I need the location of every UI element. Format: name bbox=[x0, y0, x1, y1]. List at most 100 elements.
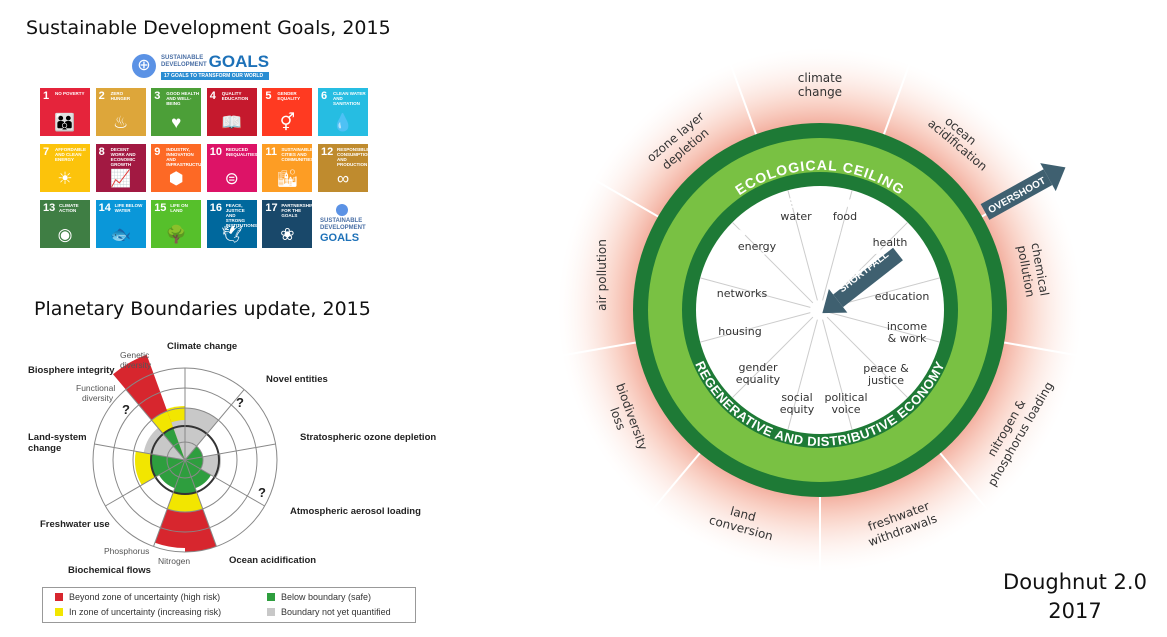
ocean-acidification-wedge bbox=[185, 460, 211, 489]
foundation-divider bbox=[731, 221, 814, 304]
pb-labels: Climate change Novel entities Stratospheri… bbox=[28, 341, 436, 576]
sun-icon: ☀ bbox=[57, 169, 73, 188]
foundation-label: political bbox=[824, 391, 867, 404]
social-foundation-ring bbox=[682, 172, 958, 448]
dove-icon: 🕊 bbox=[221, 225, 243, 244]
sdg-tile-number: 15 bbox=[154, 202, 167, 214]
sdg-tile-number: 11 bbox=[265, 146, 278, 158]
sdg-tile-label: SUSTAINABLE CITIES AND COMMUNITIES bbox=[281, 147, 313, 162]
sdg-tile-4: 4 QUALITY EDUCATION 📖 bbox=[206, 88, 257, 136]
shortfall-label: SHORTFALL bbox=[837, 249, 891, 295]
sdg-tile-label: LIFE BELOW WATER bbox=[114, 203, 143, 213]
book-icon: 📖 bbox=[221, 113, 243, 132]
equals-icon: ⊜ bbox=[224, 169, 239, 188]
sdg-tile-number: 5 bbox=[265, 90, 272, 102]
sdg-header-text: SUSTAINABLE DEVELOPMENT GOALS 17 GOALS T… bbox=[161, 52, 270, 80]
pb-label-landsystem-1: Land-system bbox=[28, 432, 87, 443]
genetic-diversity-wedge-green bbox=[163, 428, 185, 460]
sdg-tile-7: 7 AFFORDABLE AND CLEAN ENERGY ☀ bbox=[40, 144, 90, 192]
overshoot-label: OVERSHOOT bbox=[987, 176, 1048, 217]
sdg-tile-9: 9 INDUSTRY, INNOVATION AND INFRASTRUCTURE… bbox=[151, 144, 202, 192]
sdg-tile-17: 17PARTNERSHIPS FOR THE GOALS ❀ bbox=[262, 200, 313, 248]
sdg-tile-13: 13 CLIMATE ACTION ◉ bbox=[40, 200, 90, 248]
novel-entities-wedge bbox=[185, 408, 219, 460]
foundation-divider bbox=[822, 190, 853, 301]
legend-grey-swatch bbox=[267, 608, 275, 616]
uncertain-question-mark: ? bbox=[236, 395, 244, 410]
sdg-tile-14: 14 LIFE BELOW WATER 🐟 bbox=[95, 200, 146, 248]
pb-label-biochem: Biochemical flows bbox=[68, 565, 151, 576]
legend-yellow-item: In zone of uncertainty (increasing risk) bbox=[55, 607, 221, 617]
pb-label-functional-1: Functional bbox=[76, 383, 115, 393]
ceiling-label: biodiversity bbox=[613, 381, 650, 452]
pb-spoke bbox=[184, 459, 217, 547]
regenerative-economy-label: REGENERATIVE AND DISTRIBUTIVE ECONOMY bbox=[692, 359, 947, 449]
sdg-tile-label: NO POVERTY bbox=[55, 91, 85, 96]
doughnut-caption-line2: 2017 bbox=[1048, 599, 1102, 623]
pb-label-aerosol: Atmospheric aerosol loading bbox=[290, 506, 421, 517]
sdg-tile-number: 3 bbox=[154, 90, 161, 102]
sdg-tile-6: 6 CLEAN WATER AND SANITATION 💧 bbox=[318, 88, 368, 136]
pb-wedges bbox=[113, 354, 221, 552]
foundation-label: social bbox=[781, 391, 812, 404]
foundation-divider bbox=[826, 316, 909, 399]
ceiling-label: freshwater bbox=[866, 499, 931, 534]
biosphere-wedge-grey bbox=[171, 420, 185, 460]
overshoot-arrow: OVERSHOOT bbox=[980, 163, 1066, 220]
ceiling-label: climate bbox=[798, 71, 842, 85]
tree-icon: 🌳 bbox=[165, 225, 187, 244]
sdg-tile-label: PARTNERSHIPS FOR THE GOALS bbox=[281, 203, 313, 218]
sdg-tile-2: 2 ZERO HUNGER ♨ bbox=[95, 88, 146, 136]
sdg-tile-number: 7 bbox=[43, 146, 50, 158]
pb-label-climate: Climate change bbox=[167, 341, 237, 352]
sdg-header: ⊕ SUSTAINABLE DEVELOPMENT GOALS 17 GOALS… bbox=[132, 52, 270, 80]
pb-spoke bbox=[184, 443, 276, 461]
foundation-divider bbox=[829, 277, 940, 308]
ceiling-divider bbox=[1003, 341, 1079, 357]
pb-label-phosphorus: Phosphorus bbox=[104, 546, 149, 556]
pb-label-novel: Novel entities bbox=[266, 374, 328, 385]
sdg-tile-number: 16 bbox=[209, 202, 223, 214]
un-globe-icon: ⊕ bbox=[132, 54, 156, 78]
sdg-tile-8: 8 DECENT WORK AND ECONOMIC GROWTH 📈 bbox=[95, 144, 146, 192]
ceiling-label: chemical bbox=[1028, 242, 1051, 298]
flower-icon: ❀ bbox=[280, 225, 295, 244]
sdg-title: Sustainable Development Goals, 2015 bbox=[26, 17, 391, 39]
ceiling-label: conversion bbox=[708, 513, 775, 543]
foundation-label: housing bbox=[718, 325, 761, 338]
sdg-tile-number: 8 bbox=[98, 146, 105, 158]
uncertain-question-mark: ? bbox=[258, 485, 266, 500]
ceiling-label: loss bbox=[607, 405, 628, 432]
foundation-label: gender bbox=[739, 361, 778, 374]
pb-spoke bbox=[125, 389, 186, 461]
foundation-dividers bbox=[700, 190, 940, 430]
foundation-divider bbox=[822, 319, 853, 430]
sdg-tile-label: CLEAN WATER AND SANITATION bbox=[333, 91, 366, 106]
pb-spoke bbox=[184, 389, 245, 461]
pb-legend: Beyond zone of uncertainty (high risk) I… bbox=[42, 587, 416, 623]
overshoot-glow bbox=[558, 48, 1082, 572]
ceiling-label: land bbox=[729, 504, 758, 524]
un-emblem-icon bbox=[336, 204, 348, 216]
sdg-tile-number: 4 bbox=[209, 90, 216, 102]
ceiling-label: ocean bbox=[942, 114, 979, 148]
foundation-label: income bbox=[887, 320, 928, 333]
sdg-tile-label: REDUCED INEQUALITIES bbox=[225, 147, 257, 157]
ecological-ceiling-ring bbox=[633, 123, 1007, 497]
sdg-tile-label: INDUSTRY, INNOVATION AND INFRASTRUCTURE bbox=[166, 147, 202, 167]
foundation-label: peace & bbox=[863, 362, 909, 375]
foundation-label: networks bbox=[717, 287, 768, 300]
ceiling-label: phosphorus loading bbox=[985, 379, 1056, 488]
pb-label-genetic-1: Genetic bbox=[120, 350, 150, 360]
legend-yellow-label: In zone of uncertainty (increasing risk) bbox=[69, 607, 222, 617]
foundation-divider bbox=[700, 277, 811, 308]
safe-space-ring bbox=[648, 138, 992, 482]
freshwater-wedge bbox=[159, 460, 185, 489]
infinity-icon: ∞ bbox=[336, 169, 350, 188]
sdg-logo-line2: DEVELOPMENT bbox=[320, 225, 366, 231]
legend-red-swatch bbox=[55, 593, 63, 601]
foundation-divider bbox=[829, 312, 940, 343]
aerosol-wedge-green bbox=[185, 456, 203, 469]
sdg-tile-label: GOOD HEALTH AND WELL-BEING bbox=[166, 91, 200, 106]
sdg-tile-label: GENDER EQUALITY bbox=[277, 91, 301, 101]
